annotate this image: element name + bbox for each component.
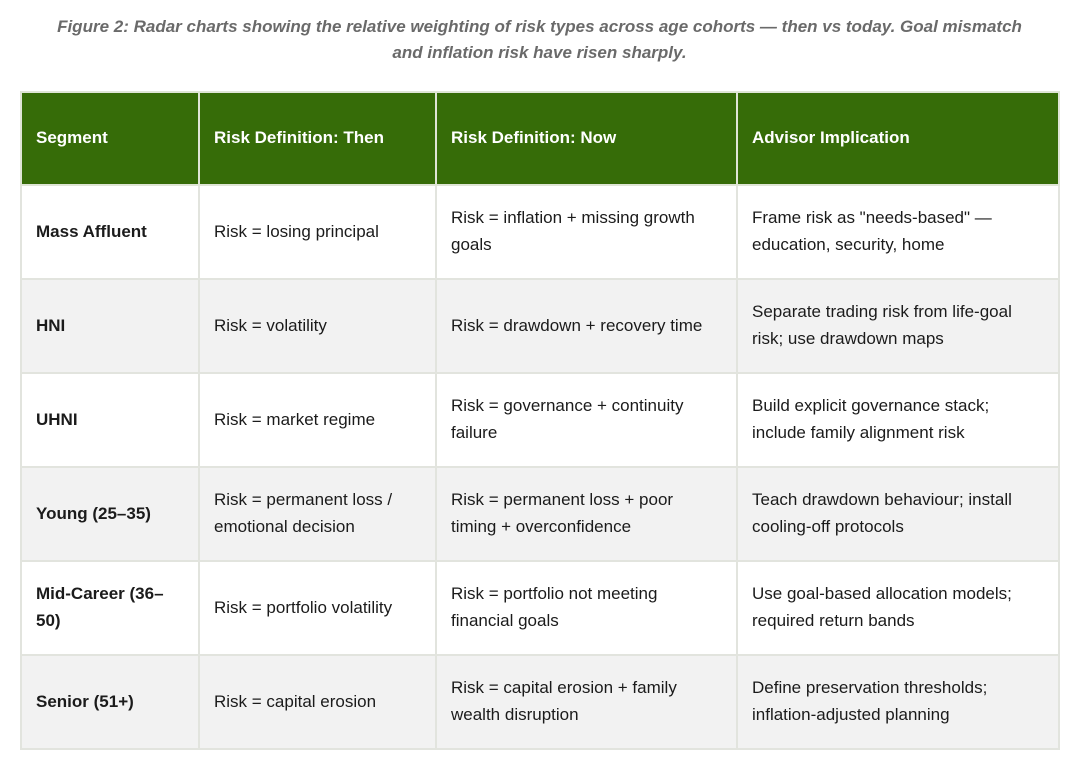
segment-cell: Senior (51+) bbox=[20, 653, 200, 750]
advisor-implication-cell: Separate trading risk from life-goal ris… bbox=[736, 277, 1060, 374]
segment-cell: UHNI bbox=[20, 371, 200, 468]
table-row: HNI Risk = volatility Risk = drawdown + … bbox=[20, 277, 1060, 374]
header-segment: Segment bbox=[20, 90, 200, 186]
segment-cell: HNI bbox=[20, 277, 200, 374]
segment-cell: Young (25–35) bbox=[20, 465, 200, 562]
table-row: Mass Affluent Risk = losing principal Ri… bbox=[20, 183, 1060, 280]
risk-now-cell: Risk = inflation + missing growth goals bbox=[435, 183, 738, 280]
risk-then-cell: Risk = volatility bbox=[198, 277, 437, 374]
risk-now-cell: Risk = portfolio not meeting financial g… bbox=[435, 559, 738, 656]
advisor-implication-cell: Build explicit governance stack; include… bbox=[736, 371, 1060, 468]
segment-cell: Mass Affluent bbox=[20, 183, 200, 280]
header-risk-then: Risk Definition: Then bbox=[198, 90, 437, 186]
header-advisor-implication: Advisor Implication bbox=[736, 90, 1060, 186]
advisor-implication-cell: Define preservation thresholds; inflatio… bbox=[736, 653, 1060, 750]
table-row: Mid-Career (36–50) Risk = portfolio vola… bbox=[20, 559, 1060, 656]
figure-caption: Figure 2: Radar charts showing the relat… bbox=[57, 17, 1022, 63]
risk-then-cell: Risk = capital erosion bbox=[198, 653, 437, 750]
table-header-row: Segment Risk Definition: Then Risk Defin… bbox=[20, 90, 1060, 186]
segment-cell: Mid-Career (36–50) bbox=[20, 559, 200, 656]
advisor-implication-cell: Frame risk as "needs-based" — education,… bbox=[736, 183, 1060, 280]
risk-then-cell: Risk = market regime bbox=[198, 371, 437, 468]
advisor-implication-cell: Teach drawdown behaviour; install coolin… bbox=[736, 465, 1060, 562]
risk-now-cell: Risk = governance + continuity failure bbox=[435, 371, 738, 468]
risk-now-cell: Risk = drawdown + recovery time bbox=[435, 277, 738, 374]
risk-now-cell: Risk = capital erosion + family wealth d… bbox=[435, 653, 738, 750]
table-row: UHNI Risk = market regime Risk = governa… bbox=[20, 371, 1060, 468]
risk-definition-table: Segment Risk Definition: Then Risk Defin… bbox=[20, 90, 1060, 750]
header-risk-now: Risk Definition: Now bbox=[435, 90, 738, 186]
risk-then-cell: Risk = permanent loss / emotional decisi… bbox=[198, 465, 437, 562]
risk-now-cell: Risk = permanent loss + poor timing + ov… bbox=[435, 465, 738, 562]
advisor-implication-cell: Use goal-based allocation models; requir… bbox=[736, 559, 1060, 656]
table-row: Young (25–35) Risk = permanent loss / em… bbox=[20, 465, 1060, 562]
table-row: Senior (51+) Risk = capital erosion Risk… bbox=[20, 653, 1060, 750]
risk-then-cell: Risk = portfolio volatility bbox=[198, 559, 437, 656]
risk-then-cell: Risk = losing principal bbox=[198, 183, 437, 280]
